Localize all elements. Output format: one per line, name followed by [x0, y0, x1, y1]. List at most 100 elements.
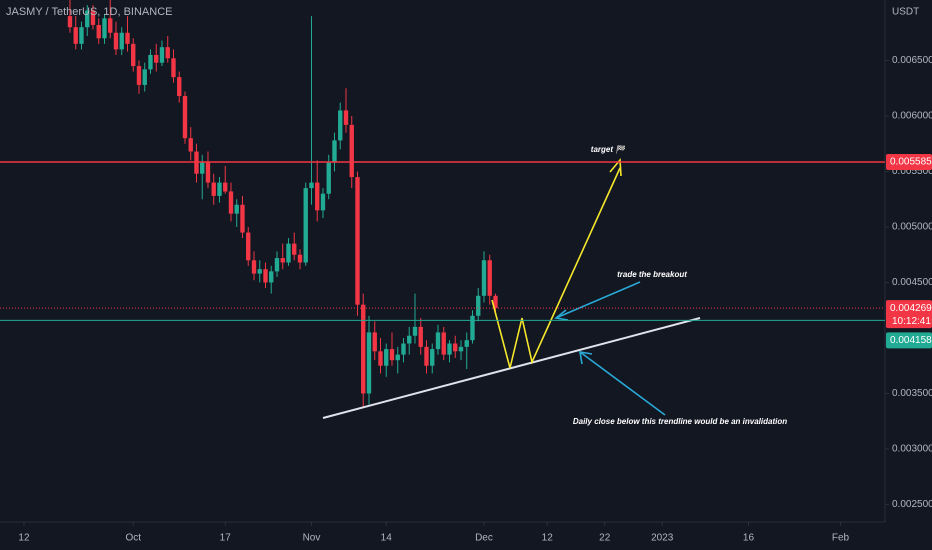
candle-body [303, 188, 308, 263]
candle-body [401, 343, 406, 355]
price-label-box [886, 332, 932, 349]
candle-body [332, 140, 337, 163]
price-label: 0.005585 [890, 157, 932, 168]
y-tick-label: 0.006000 [892, 111, 932, 122]
candle-body [389, 349, 395, 361]
projection-arrowhead [609, 157, 622, 177]
candle-body [326, 162, 331, 194]
arrowhead [579, 351, 593, 365]
candle-body [177, 77, 182, 97]
candle-body [182, 96, 188, 139]
candle-body [407, 335, 412, 344]
trendline [322, 317, 701, 419]
candle-body [67, 16, 73, 28]
plot [67, 0, 498, 408]
arrow [555, 281, 641, 319]
candle-body [165, 47, 170, 59]
y-tick-label: 0.003500 [892, 388, 932, 399]
x-tick-label: 14 [381, 533, 393, 544]
x-tick-label: Nov [303, 533, 321, 544]
candle-body [102, 18, 107, 39]
candle-body [85, 10, 90, 28]
candle-body [286, 243, 291, 263]
candle-body [280, 258, 285, 263]
candle-body [372, 332, 377, 352]
x-tick-label: Oct [125, 533, 141, 544]
x-tick-label: 22 [599, 533, 611, 544]
y-tick-label: 0.005000 [892, 222, 932, 233]
price-label: 0.004269 [890, 303, 932, 314]
candle-body [470, 315, 475, 341]
candle-body [228, 191, 234, 214]
candle-body [142, 69, 147, 85]
countdown: 10:12:41 [892, 316, 931, 327]
x-tick-label: 12 [18, 533, 30, 544]
candle-body [355, 177, 360, 305]
y-tick-label: 0.002500 [892, 499, 932, 510]
candle-body [366, 332, 372, 394]
candle-body [453, 343, 458, 352]
candle-body [136, 66, 142, 85]
annotation: trade the breakout [617, 270, 687, 279]
y-tick-label: 0.004500 [892, 277, 932, 288]
candle-body [240, 204, 245, 233]
candle-body [96, 24, 101, 39]
candle-body [211, 182, 216, 196]
candle-body [315, 182, 320, 211]
candle-body [223, 182, 228, 192]
candle-body [487, 260, 492, 296]
annotation: target 🏁 [591, 144, 627, 154]
x-tick-label: Dec [475, 533, 493, 544]
symbol-title: JASMY / TetherUS, 1D, BINANCE [6, 6, 172, 18]
candle-body [412, 326, 418, 336]
y-tick-label: 0.006500 [892, 55, 932, 66]
candle-body [188, 138, 193, 152]
candle-body [108, 18, 113, 33]
x-tick-label: 17 [220, 533, 232, 544]
price-label: 0.004158 [890, 335, 932, 346]
candle-body [384, 349, 389, 366]
candle-body [200, 162, 205, 174]
candle-body [90, 10, 96, 25]
candle-body [430, 349, 435, 366]
projection-path [491, 167, 621, 369]
candle-body [113, 32, 119, 50]
candle-body [343, 110, 349, 125]
candle-body [159, 47, 165, 63]
candle-body [424, 346, 429, 366]
candle-body [148, 54, 153, 70]
candle-body [154, 54, 159, 63]
y-tick-label: 0.005500 [892, 166, 932, 177]
candle-body [269, 271, 274, 283]
candle-body [378, 351, 383, 366]
arrowhead [554, 309, 569, 321]
candle-body [119, 32, 124, 50]
candle-body [297, 254, 303, 263]
candle-body [274, 258, 280, 272]
candle-body [217, 182, 222, 196]
candle-body [458, 346, 464, 352]
price-label-box [886, 154, 932, 171]
x-tick-label: 2023 [651, 533, 674, 544]
candle-body [234, 204, 239, 214]
candle-body [79, 27, 84, 44]
arrow [579, 351, 666, 416]
price-label-box [886, 300, 932, 329]
candle-body [131, 43, 136, 67]
price-axis-panel [885, 0, 932, 550]
candle-body [481, 260, 487, 296]
candle-body [125, 32, 130, 44]
candle-body [246, 232, 251, 261]
candle-body [493, 295, 498, 309]
candle-body [447, 343, 452, 355]
candle-body [361, 304, 366, 394]
candle-body [309, 182, 314, 189]
candle-body [338, 110, 343, 141]
candle-body [292, 243, 297, 255]
candle-body [73, 27, 78, 44]
candle-body [464, 340, 469, 347]
annotation: Daily close below this trendline would b… [573, 417, 787, 426]
candle-body [435, 332, 441, 350]
currency: USDT [892, 7, 919, 18]
